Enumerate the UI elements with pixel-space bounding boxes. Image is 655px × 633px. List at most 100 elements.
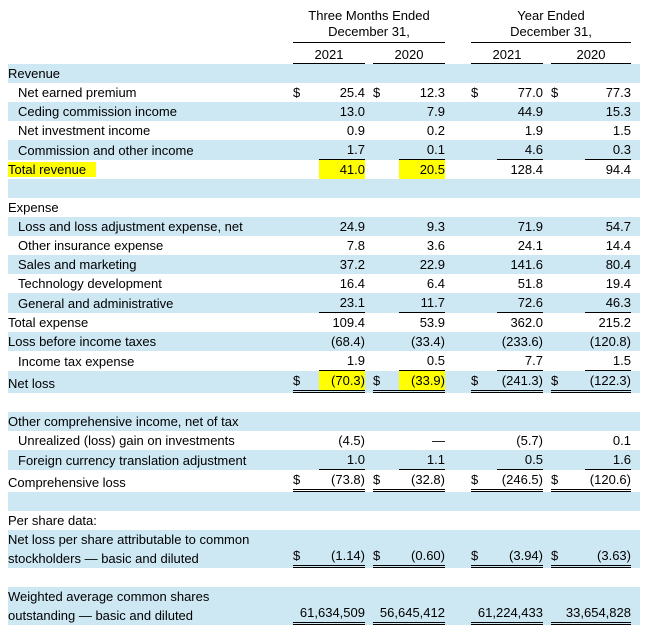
label-text: Net loss: [8, 376, 55, 391]
amount-cell: (233.6): [471, 332, 543, 351]
amount-cell: 53.9: [373, 313, 445, 332]
amount-value: 128.4: [510, 162, 543, 177]
amount-cell: 15.3: [551, 102, 631, 121]
row-label: Revenue: [8, 64, 293, 83]
row-label: Other comprehensive income, net of tax: [8, 412, 293, 431]
row-label: General and administrative: [8, 294, 293, 313]
year-label: 2020: [551, 46, 631, 64]
amount-cell: $ (122.3): [551, 371, 631, 393]
amount-value: 61,634,509: [299, 605, 365, 620]
table-row: Commission and other income 1.7 0.1 4.6 0.3: [8, 140, 640, 160]
amount-value: 0.1: [399, 140, 445, 160]
table-row: Unrealized (loss) gain on investments (4.…: [8, 431, 640, 450]
amount-value: 54.7: [605, 219, 631, 234]
amount-cell: 37.2: [293, 255, 365, 274]
amount-value: 1.7: [319, 140, 365, 160]
header-spacer: [8, 46, 293, 64]
row-label: Comprehensive loss: [8, 473, 293, 492]
amount-value: 141.6: [510, 257, 543, 272]
amount-cell: 3.6: [373, 236, 445, 255]
amount-value: 94.4: [605, 162, 631, 177]
page: { "colors": { "row_blue": "#cde7f3", "hi…: [0, 8, 655, 633]
amount-value: 25.4: [339, 85, 365, 100]
label-text: Total expense: [8, 315, 89, 330]
amount-value: 0.1: [612, 433, 631, 448]
amount-cell: 24.9: [293, 217, 365, 236]
highlighted-value: (70.3): [319, 371, 365, 390]
amount-value: 0.5: [497, 450, 543, 470]
amount-cell: 0.5: [373, 351, 445, 371]
amount-cell: 7.7: [471, 351, 543, 371]
blank-row: [8, 393, 640, 412]
amount-value: 16.4: [339, 276, 365, 291]
amount-value: 11.7: [399, 293, 445, 313]
amount-value: 23.1: [319, 293, 365, 313]
label-text: Foreign currency translation adjustment: [18, 453, 247, 468]
amount-value: 1.0: [319, 450, 365, 470]
period-header-line2: December 31,: [328, 24, 410, 39]
amount-value: 362.0: [510, 315, 543, 330]
row-label: Sales and marketing: [8, 255, 293, 274]
amount-cell: 80.4: [551, 255, 631, 274]
amount-cell: 6.4: [373, 274, 445, 293]
table-row: Foreign currency translation adjustment 1…: [8, 450, 640, 470]
amount-cell: 1.9: [293, 351, 365, 371]
label-text: Other comprehensive income, net of tax: [8, 414, 239, 429]
label-text: Weighted average common shares outstandi…: [8, 589, 210, 623]
row-label: Technology development: [8, 274, 293, 293]
amount-value: (3.63): [597, 548, 631, 563]
dollar-sign: $: [293, 548, 301, 563]
blank-row: [8, 179, 640, 198]
row-label: Per share data:: [8, 511, 293, 530]
label-text: Income tax expense: [18, 354, 135, 369]
row-label: Commission and other income: [8, 141, 293, 160]
amount-cell: 44.9: [471, 102, 543, 121]
table-row: Sales and marketing 37.2 22.9 141.6 80.4: [8, 255, 640, 274]
label-text: Sales and marketing: [18, 257, 137, 272]
amount-cell: 41.0: [293, 160, 365, 179]
amount-cell: $12.3: [373, 83, 445, 102]
amount-cell: 16.4: [293, 274, 365, 293]
table-row: Total expense 109.4 53.9 362.0 215.2: [8, 313, 640, 332]
table-row: Other insurance expense 7.8 3.6 24.1 14.4: [8, 236, 640, 255]
amount-cell: —: [373, 431, 445, 450]
amount-cell: (33.4): [373, 332, 445, 351]
amount-value: 4.6: [497, 140, 543, 160]
amount-value: 44.9: [517, 104, 543, 119]
amount-cell: 0.1: [373, 140, 445, 160]
section-row: Other comprehensive income, net of tax: [8, 412, 640, 431]
amount-cell: 0.1: [551, 431, 631, 450]
highlighted-value: (33.9): [399, 371, 445, 390]
label-text: Per share data:: [8, 513, 97, 528]
amount-cell: 22.9: [373, 255, 445, 274]
amount-cell: 1.5: [551, 121, 631, 140]
amount-cell: 4.6: [471, 140, 543, 160]
amount-value: (0.60): [411, 548, 445, 563]
amount-value: (3.94): [509, 548, 543, 563]
period-header-row: Three Months Ended December 31, Year End…: [8, 8, 640, 43]
label-text: Loss and loss adjustment expense, net: [18, 219, 243, 234]
amount-cell: (120.8): [551, 332, 631, 351]
amount-value: (122.3): [589, 373, 631, 388]
section-row: Revenue: [8, 64, 640, 83]
row-label: Expense: [8, 198, 293, 217]
row-label: Net loss per share attributable to commo…: [8, 530, 293, 568]
amount-value: 15.3: [605, 104, 631, 119]
table-body: Revenue Net earned premium $25.4 $12.3 $77.0…: [8, 64, 640, 625]
amount-cell: $ (241.3): [471, 371, 543, 393]
label-text: Net investment income: [18, 123, 151, 138]
table-row: Net loss per share attributable to commo…: [8, 530, 640, 568]
row-label: Weighted average common shares outstandi…: [8, 587, 293, 625]
amount-value: 51.8: [517, 276, 543, 291]
amount-value: (5.7): [516, 433, 543, 448]
amount-value: 71.9: [517, 219, 543, 234]
section-row: Per share data:: [8, 511, 640, 530]
amount-cell: 13.0: [293, 102, 365, 121]
label-text: Technology development: [18, 276, 162, 291]
amount-value: 1.9: [524, 123, 543, 138]
amount-value: 14.4: [605, 238, 631, 253]
amount-value: 24.9: [339, 219, 365, 234]
amount-cell: $ (3.63): [551, 546, 631, 568]
dollar-sign: $: [373, 85, 381, 100]
amount-cell: 128.4: [471, 160, 543, 179]
